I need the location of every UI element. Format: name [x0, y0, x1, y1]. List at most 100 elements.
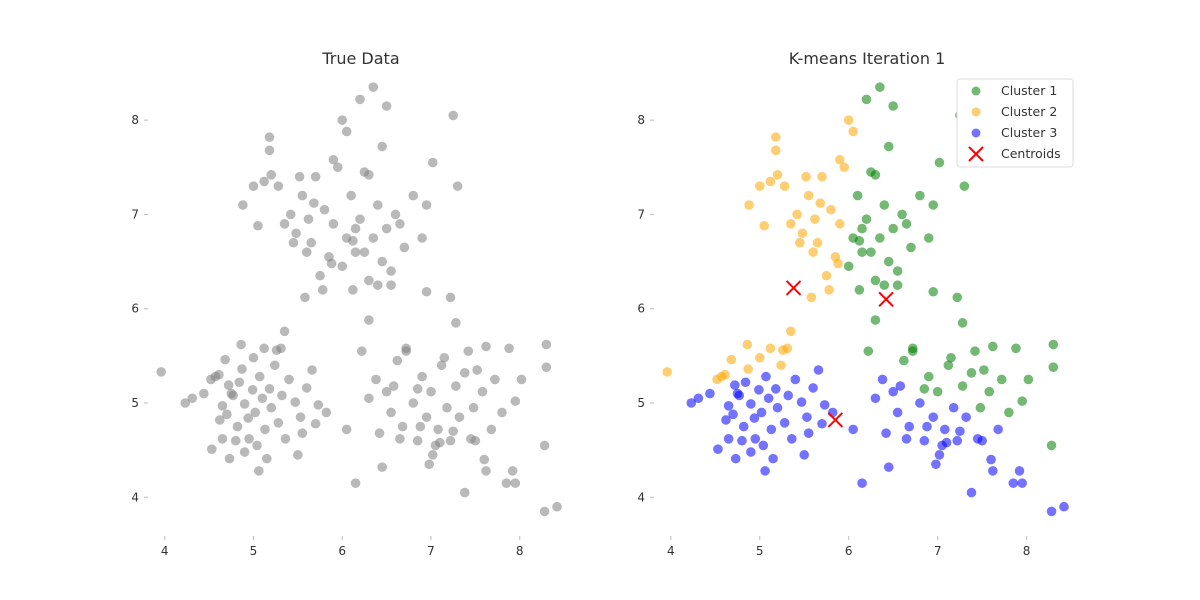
data-point	[220, 354, 230, 365]
right-xtick-label: 7	[934, 544, 942, 558]
data-point	[481, 466, 491, 476]
cluster-3-point	[730, 380, 740, 390]
cluster-3-point	[749, 413, 760, 423]
data-point	[239, 399, 250, 409]
data-point	[395, 219, 405, 229]
data-point	[463, 346, 474, 356]
cluster-3-point	[802, 412, 812, 422]
data-point	[313, 400, 324, 410]
data-point	[337, 261, 348, 272]
data-point	[273, 181, 284, 191]
cluster-2-point	[754, 352, 765, 363]
data-point	[510, 396, 521, 406]
cluster-1-point	[854, 236, 865, 246]
cluster-3-point	[693, 393, 704, 404]
cluster-1-point	[907, 346, 918, 356]
cluster-2-point	[776, 360, 786, 371]
data-point	[238, 200, 248, 210]
cluster-3-point	[1017, 478, 1027, 488]
data-point	[273, 418, 284, 428]
cluster-2-point	[770, 145, 781, 156]
data-point	[415, 421, 426, 432]
cluster-3-point	[796, 397, 807, 407]
data-point	[541, 339, 552, 350]
cluster-1-point	[996, 374, 1007, 385]
cluster-1-point	[870, 275, 881, 286]
centroid-marker	[827, 412, 844, 428]
cluster-2-point	[801, 171, 811, 182]
data-point	[317, 285, 328, 295]
data-point	[248, 352, 259, 363]
cluster-3-point	[928, 412, 939, 422]
cluster-1-point	[883, 141, 894, 152]
data-point	[259, 176, 269, 187]
right-xtick-label: 4	[667, 544, 675, 558]
left-ytick-label: 7	[131, 207, 139, 221]
cluster-3-point	[827, 407, 838, 418]
cluster-3-point	[756, 407, 767, 418]
data-point	[377, 256, 387, 267]
cluster-1-point	[979, 365, 989, 375]
cluster-1-point	[861, 214, 872, 224]
data-point	[390, 209, 401, 220]
cluster-1-point	[975, 402, 986, 413]
data-point	[448, 426, 458, 437]
legend-label-cluster-2: Cluster 2	[1001, 104, 1057, 119]
cluster-1-point	[984, 386, 995, 397]
data-point	[364, 275, 374, 286]
right-tick-labels: 4 5 6 7 8 4 5 6 7 8	[637, 113, 1030, 558]
cluster-1-point	[943, 360, 954, 371]
cluster-3-point	[721, 415, 731, 425]
cluster-2-point	[742, 339, 753, 350]
left-ytick-label: 4	[131, 490, 139, 504]
cluster-1-point	[888, 101, 898, 111]
data-point	[350, 223, 361, 234]
data-point	[481, 341, 491, 352]
data-point	[368, 82, 379, 92]
cluster-2-point	[743, 364, 753, 374]
cluster-1-point	[899, 355, 909, 366]
cluster-2-point	[835, 154, 845, 165]
cluster-3-point	[763, 393, 774, 404]
data-point	[277, 390, 287, 401]
cluster-3-point	[740, 377, 751, 388]
cluster-3-point	[848, 424, 858, 435]
cluster-2-point	[794, 237, 805, 248]
cluster-3-point	[737, 435, 747, 446]
data-point	[291, 228, 301, 239]
cluster-2-point	[803, 190, 814, 201]
cluster-2-point	[848, 126, 858, 137]
data-point	[257, 393, 268, 404]
legend: Cluster 1 Cluster 2 Cluster 3 Centroids	[956, 78, 1074, 168]
data-point	[234, 377, 245, 388]
legend-marker-centroids	[968, 146, 984, 162]
cluster-1-point	[866, 247, 876, 257]
cluster-2-point	[792, 209, 802, 220]
data-point	[337, 115, 348, 125]
data-point	[459, 487, 470, 498]
data-point	[397, 421, 408, 432]
data-point	[262, 453, 272, 464]
left-chart-title: True Data	[321, 49, 399, 68]
data-point	[290, 397, 301, 407]
data-point	[510, 478, 521, 488]
cluster-3-point	[870, 393, 881, 404]
data-point	[239, 447, 250, 457]
right-xtick-label: 5	[756, 544, 764, 558]
cluster-3-point	[760, 466, 770, 476]
data-point	[222, 409, 232, 420]
cluster-3-point	[750, 434, 761, 444]
cluster-3-point	[728, 409, 738, 420]
data-point	[276, 343, 286, 354]
cluster-1-point	[970, 346, 980, 356]
left-ytick-label: 8	[131, 113, 139, 127]
data-point	[297, 428, 308, 438]
data-point	[294, 171, 305, 182]
cluster-1-point	[957, 318, 968, 328]
legend-marker-cluster-2	[971, 107, 981, 117]
data-point	[266, 170, 277, 180]
cluster-1-point	[852, 190, 863, 201]
cluster-3-point	[817, 418, 827, 429]
data-point	[421, 286, 432, 297]
